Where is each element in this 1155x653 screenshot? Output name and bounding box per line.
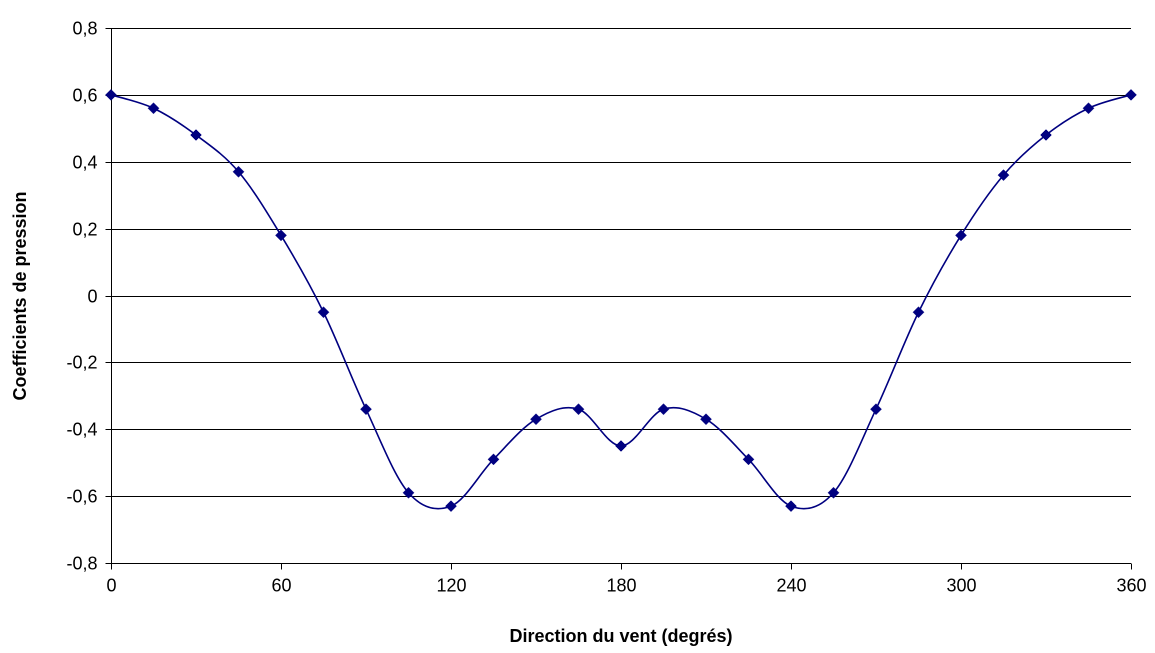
x-tick-label: 0 [106,576,116,596]
x-tick-label: 240 [776,576,806,596]
data-point-marker [487,453,500,466]
y-tick-label: -0,4 [66,420,97,440]
y-tick-label: 0,6 [72,86,97,106]
x-tick-label: 60 [271,576,291,596]
y-tick-label: 0,4 [72,153,97,173]
data-point-marker [1082,102,1095,115]
data-point-marker [360,403,372,416]
y-tick-label: -0,8 [66,554,97,574]
data-point-marker [275,229,287,242]
data-point-marker [190,129,202,141]
y-tick-label: 0,8 [72,19,97,39]
x-tick-label: 360 [1116,576,1146,596]
data-point-marker [955,229,967,242]
data-point-marker [827,486,840,499]
data-point-marker [402,486,415,499]
y-tick-label: 0,2 [72,220,97,240]
data-point-marker [530,413,542,426]
data-point-marker [870,403,882,416]
data-point-marker [912,306,925,319]
tick-labels: 0,8 0,6 0,4 0,2 0 -0,2 -0,4 -0,6 -0,8 0 60 120 180 24… [66,19,1146,596]
data-point-marker [700,413,712,426]
y-tick-label: 0 [87,287,97,307]
x-tick-label: 300 [946,576,976,596]
y-tick-label: -0,2 [66,353,97,373]
data-point-marker [147,102,160,115]
x-tick-label: 120 [436,576,466,596]
data-point-marker [785,500,797,513]
data-point-marker [615,440,627,452]
series-pressure-coefficients [105,89,1137,513]
data-point-marker [445,500,457,513]
axes [105,28,1132,570]
y-tick-label: -0,6 [66,487,97,507]
data-point-marker [657,403,670,416]
data-point-marker [1040,129,1052,141]
y-axis-title: Coefficients de pression [10,191,30,400]
data-point-marker [232,165,245,178]
data-point-marker [317,306,330,319]
data-point-marker [997,169,1010,181]
x-tick-label: 180 [606,576,636,596]
data-point-marker [742,453,755,466]
data-point-marker [105,89,117,101]
data-point-marker [1125,89,1137,101]
data-point-marker [572,403,585,416]
grid-lines [111,28,1131,497]
x-axis-title: Direction du vent (degrés) [509,626,732,646]
